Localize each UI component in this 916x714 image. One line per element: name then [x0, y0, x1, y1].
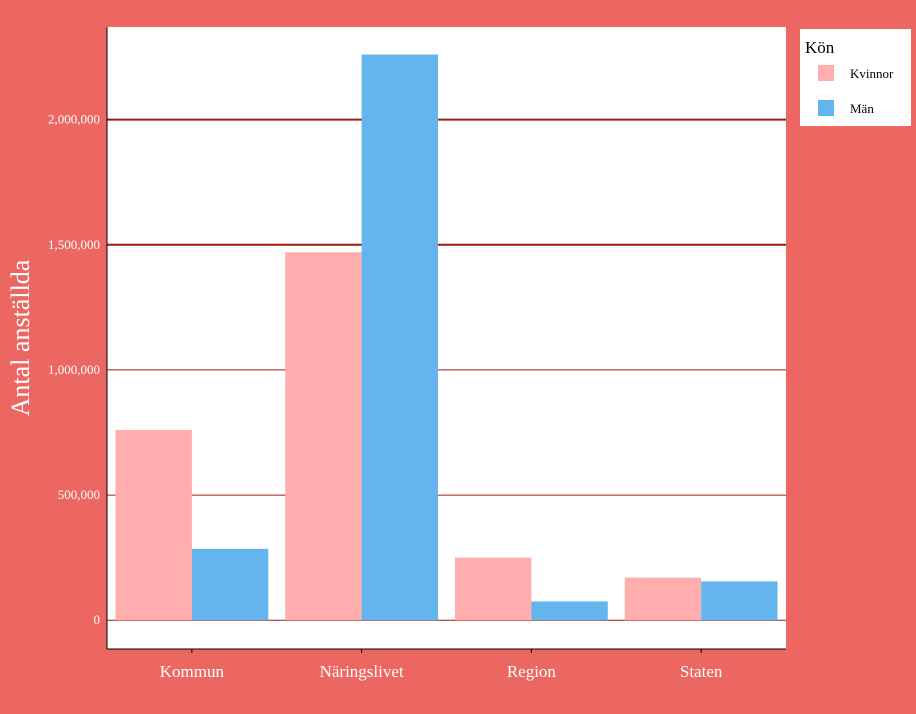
plot-panel	[107, 27, 786, 649]
y-tick-label: 1,000,000	[48, 362, 100, 377]
x-tick-label: Region	[507, 662, 557, 681]
y-tick-label: 500,000	[58, 487, 100, 502]
bar-män-kommun	[191, 548, 269, 621]
bar-kvinnor-näringslivet	[285, 252, 362, 621]
y-axis-title: Antal anställda	[6, 259, 35, 416]
x-tick-label: Näringslivet	[320, 662, 404, 681]
bar-kvinnor-region	[454, 557, 532, 621]
legend-title: Kön	[805, 38, 835, 57]
bar-män-region	[531, 601, 608, 621]
x-tick-labels: Kommun Näringslivet Region Staten	[160, 649, 723, 681]
legend-swatch-kvinnor	[818, 65, 834, 81]
y-tick-label: 2,000,000	[48, 112, 100, 127]
legend-label-kvinnor: Kvinnor	[850, 66, 894, 81]
legend: Kön Kvinnor Män	[800, 29, 911, 126]
bar-män-näringslivet	[361, 54, 439, 621]
y-tick-label: 1,500,000	[48, 237, 100, 252]
legend-items: Kvinnor Män	[818, 65, 894, 116]
bar-kvinnor-staten	[624, 577, 702, 621]
bar-män-staten	[701, 581, 778, 621]
legend-label-män: Män	[850, 101, 874, 116]
bars	[115, 54, 778, 621]
x-tick-label: Staten	[680, 662, 723, 681]
y-tick-labels: 0 500,000 1,000,000 1,500,000 2,000,000	[48, 112, 100, 628]
x-tick-label: Kommun	[160, 662, 225, 681]
bar-kvinnor-kommun	[115, 429, 192, 621]
y-tick-label: 0	[94, 612, 101, 627]
legend-swatch-män	[818, 100, 834, 116]
